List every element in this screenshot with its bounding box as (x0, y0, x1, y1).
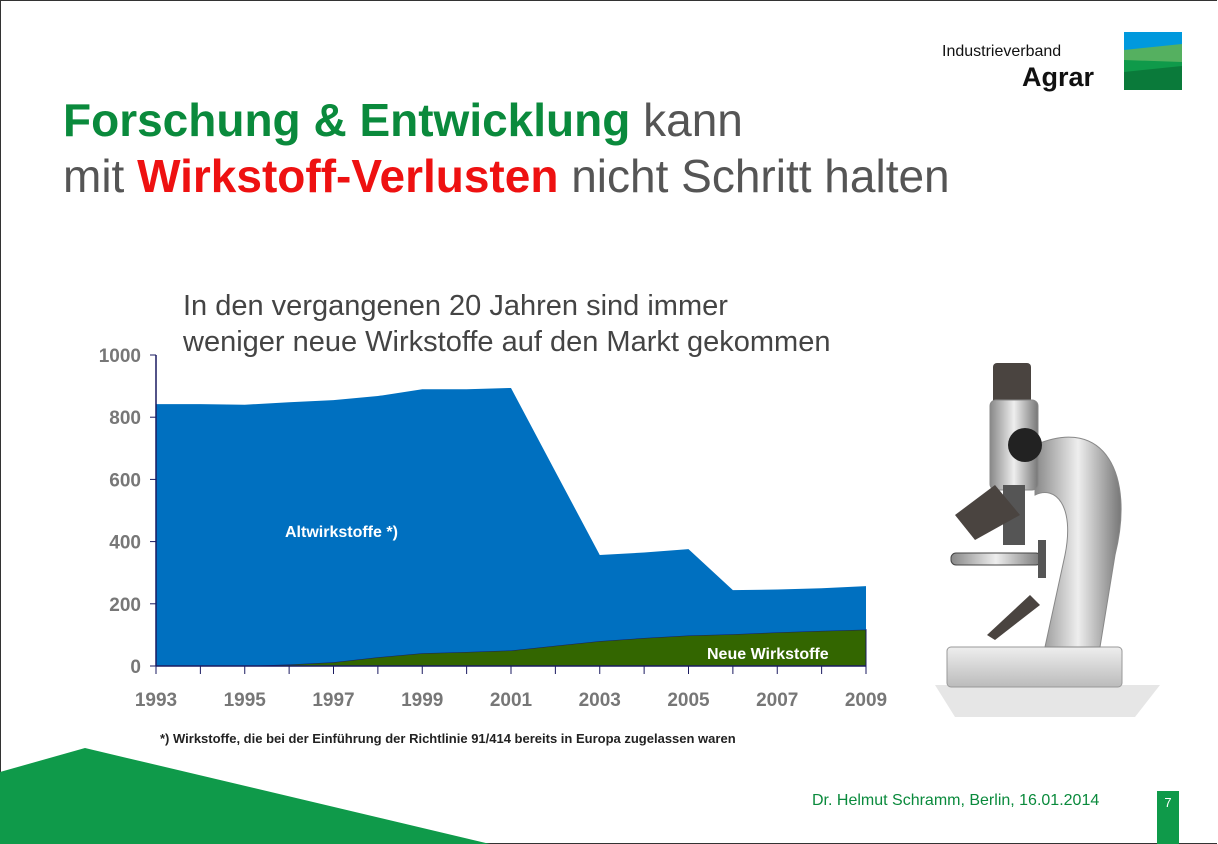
area-series-altwirkstoffe (156, 387, 866, 666)
footnote: *) Wirkstoffe, die bei der Einführung de… (160, 731, 736, 746)
y-tick-label: 1000 (99, 346, 141, 367)
logo-text-agrar: Agrar (1022, 62, 1095, 92)
x-tick-label: 2009 (845, 690, 887, 711)
y-tick-label: 200 (109, 595, 141, 616)
title-text: nicht Schritt halten (558, 150, 950, 202)
x-tick-label: 1995 (224, 690, 267, 711)
footer-author-date: Dr. Helmut Schramm, Berlin, 16.01.2014 (812, 792, 1100, 809)
chart-subtitle: In den vergangenen 20 Jahren sind immer … (183, 288, 830, 360)
y-tick-label: 0 (130, 657, 141, 678)
x-tick-label: 1999 (401, 690, 443, 711)
x-tick-label: 2005 (667, 690, 710, 711)
x-tick-label: 1997 (312, 690, 354, 711)
x-tick-label: 2007 (756, 690, 798, 711)
subtitle-line: weniger neue Wirkstoffe auf den Markt ge… (183, 326, 831, 358)
microscope-icon (935, 363, 1160, 717)
series-label-altwirkstoffe: Altwirkstoffe *) (285, 524, 398, 541)
logo-mark (1124, 32, 1182, 90)
title-text: kann (630, 94, 743, 146)
x-tick-label: 2003 (579, 690, 621, 711)
page-number: 7 (1157, 791, 1179, 844)
y-tick-label: 600 (109, 470, 141, 491)
y-tick-label: 400 (109, 533, 141, 554)
title-text: mit (63, 150, 138, 202)
x-tick-label: 1993 (135, 690, 177, 711)
title-highlight-green: Forschung & Entwicklung (63, 94, 631, 146)
series-label-neue-wirkstoffe: Neue Wirkstoffe (707, 646, 829, 663)
y-tick-label: 800 (109, 408, 141, 429)
decorative-green-wedge (0, 748, 490, 844)
x-tick-label: 2001 (490, 690, 533, 711)
subtitle-line: In den vergangenen 20 Jahren sind immer (183, 290, 728, 322)
slide-title: Forschung & Entwicklung kann mit Wirksto… (63, 92, 950, 204)
title-highlight-red: Wirkstoff-Verlusten (137, 150, 559, 202)
logo-text: Industrieverband (942, 43, 1062, 60)
